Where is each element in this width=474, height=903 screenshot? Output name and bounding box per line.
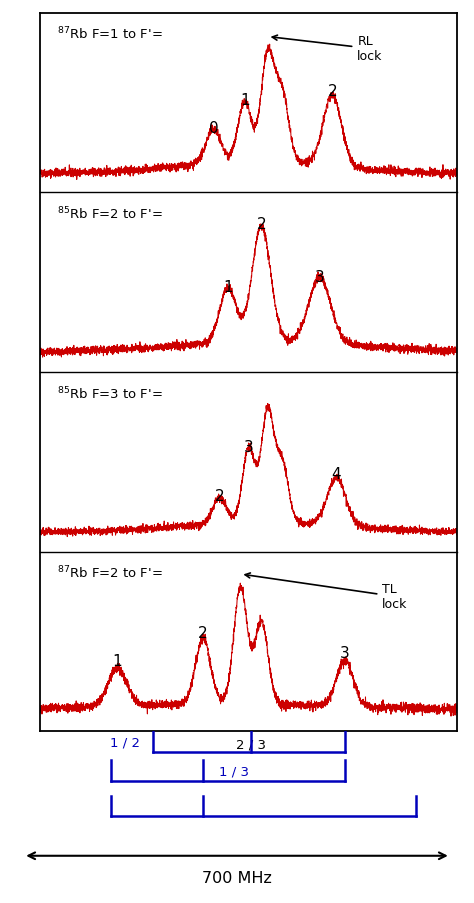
Text: 1: 1 (240, 93, 249, 107)
Text: 4: 4 (332, 466, 341, 481)
Text: RL
lock: RL lock (272, 35, 383, 63)
Text: 3: 3 (244, 440, 254, 454)
Text: 1: 1 (113, 653, 122, 668)
Text: $^{85}$Rb F=2 to F'=: $^{85}$Rb F=2 to F'= (57, 206, 163, 222)
Text: 1 / 2: 1 / 2 (110, 735, 140, 749)
Text: $^{87}$Rb F=1 to F'=: $^{87}$Rb F=1 to F'= (57, 26, 163, 42)
Text: 2 / 3: 2 / 3 (236, 738, 266, 750)
Text: 700 MHz: 700 MHz (202, 870, 272, 885)
Text: $^{87}$Rb F=2 to F'=: $^{87}$Rb F=2 to F'= (57, 564, 163, 582)
Text: 2: 2 (198, 625, 208, 640)
Text: 0: 0 (209, 121, 218, 136)
Text: TL
lock: TL lock (245, 573, 408, 610)
Text: 3: 3 (315, 269, 325, 284)
Text: 2: 2 (328, 84, 337, 99)
Text: 2: 2 (215, 488, 225, 503)
Text: 3: 3 (340, 646, 350, 660)
Text: 1 / 3: 1 / 3 (219, 765, 249, 777)
Text: 2: 2 (256, 217, 266, 231)
Text: 1: 1 (223, 280, 233, 295)
Text: $^{85}$Rb F=3 to F'=: $^{85}$Rb F=3 to F'= (57, 385, 163, 402)
